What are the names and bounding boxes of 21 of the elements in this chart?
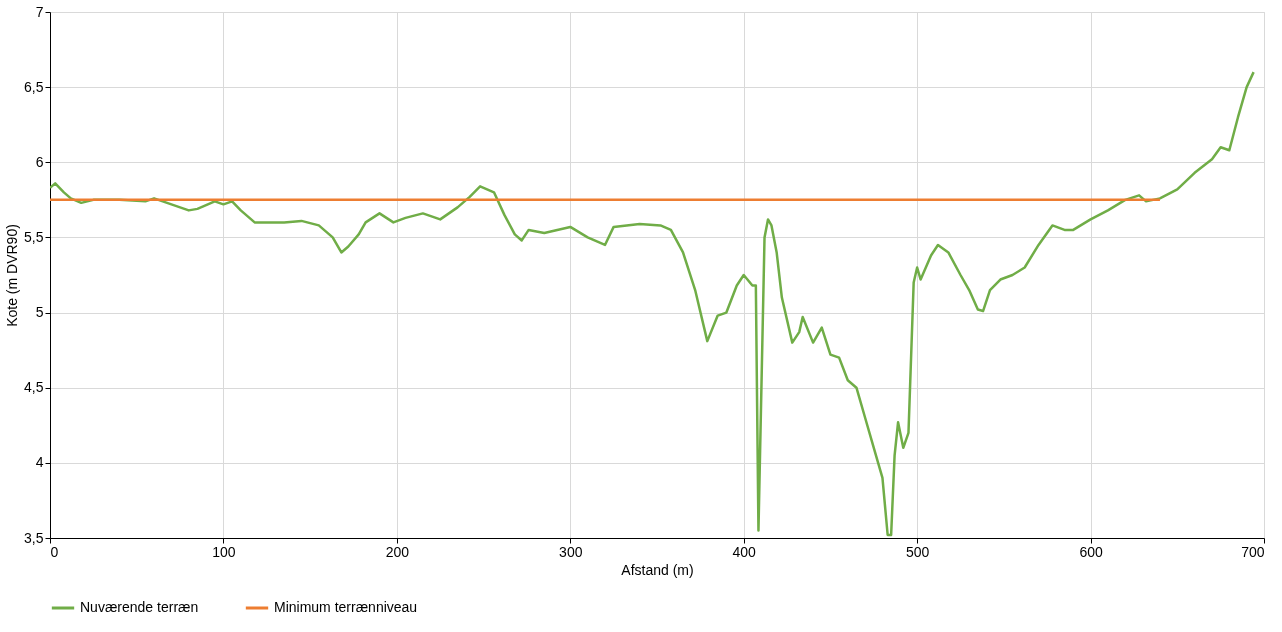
x-tick-label: 100 (212, 543, 236, 560)
x-tick-label: 500 (905, 543, 930, 560)
x-tick-label: 200 (385, 543, 410, 560)
legend-label: Minimum terrænniveau (274, 599, 418, 615)
y-tick-label: 6,5 (24, 78, 44, 95)
x-tick-label: 400 (732, 543, 757, 560)
x-tick-label: 600 (1079, 543, 1103, 560)
x-axis-title: Afstand (m) (621, 561, 694, 578)
y-axis-title: Kote (m DVR90) (4, 224, 21, 327)
y-tick-label: 6 (35, 153, 44, 170)
line-series (50, 70, 1255, 537)
x-tick-label: 300 (559, 543, 583, 560)
x-tick-label: 700 (1241, 543, 1265, 560)
legend-label: Nuværende terræn (80, 599, 199, 615)
y-tick-label: 5 (35, 304, 44, 321)
y-tick-label: 5,5 (24, 228, 44, 245)
y-tick-label: 4,5 (24, 379, 44, 396)
y-tick-label: 7 (35, 3, 44, 20)
x-tick-label: 0 (50, 543, 59, 560)
y-tick-label: 4 (35, 454, 44, 471)
y-tick-label: 3,5 (24, 529, 44, 546)
